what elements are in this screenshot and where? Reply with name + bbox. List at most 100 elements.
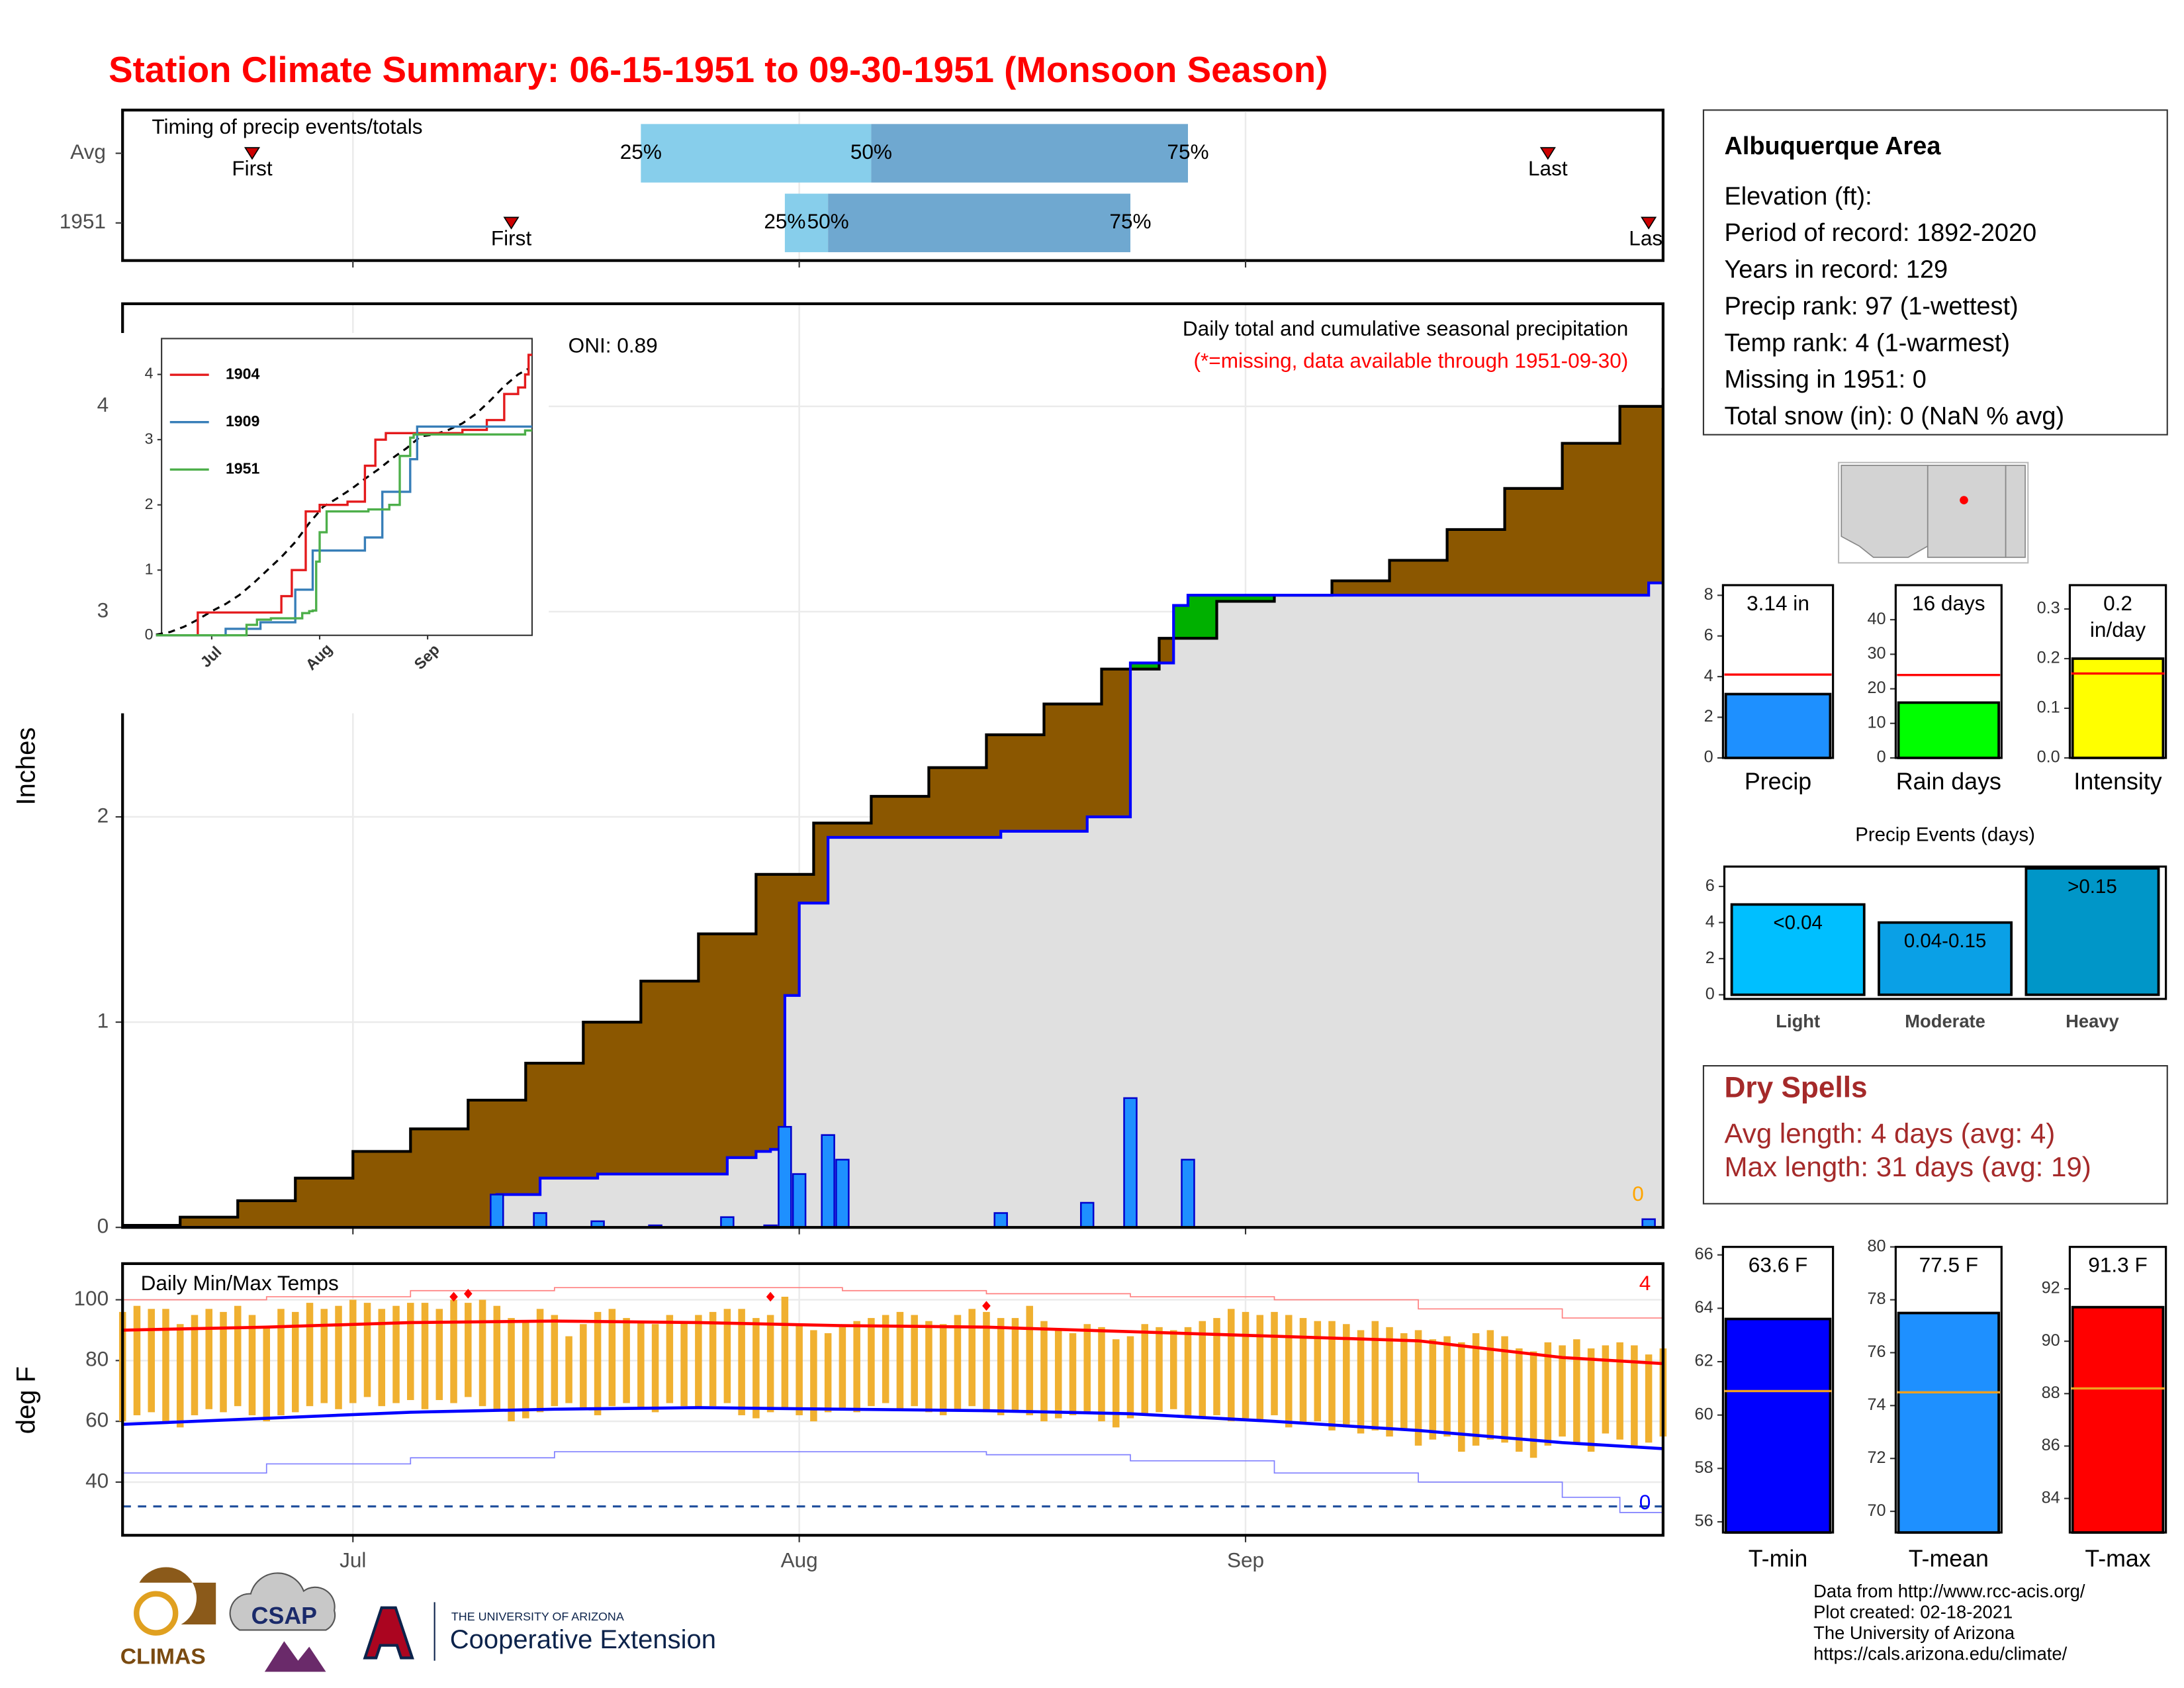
- freeze-count: 0: [1639, 1490, 1651, 1514]
- record-max-line: [122, 1287, 1664, 1327]
- category-label: T-min: [1749, 1546, 1807, 1572]
- y-tick-label: 86: [2042, 1436, 2060, 1454]
- temp-range-bar: [1026, 1305, 1033, 1415]
- info-line: Period of record: 1892-2020: [1724, 219, 2036, 247]
- quantile-label: 75%: [1109, 209, 1151, 233]
- y-tick-label: 2: [1704, 707, 1713, 726]
- y-tick-label: 40: [85, 1468, 109, 1492]
- average-line: [156, 367, 529, 636]
- temp-range-bar: [1371, 1321, 1379, 1430]
- inset-frame: [161, 338, 533, 636]
- event-marker: [244, 147, 261, 160]
- y-tick-label: 0.1: [2037, 698, 2060, 717]
- temp-range-bar: [1184, 1327, 1192, 1415]
- category-label: Heavy: [2066, 1011, 2119, 1031]
- logo-text: CLIMAS: [120, 1644, 206, 1669]
- quantile-label: 75%: [1167, 140, 1208, 164]
- y-tick-label: 70: [1868, 1501, 1886, 1520]
- y-tick-label: 20: [1868, 679, 1886, 697]
- event-label: Last: [1528, 156, 1568, 180]
- category-label: Intensity: [2073, 768, 2161, 794]
- y-tick-label: 72: [1868, 1448, 1886, 1467]
- temp-range-bar: [1529, 1351, 1537, 1458]
- temp-range-bar: [882, 1315, 889, 1403]
- y-tick-label: 6: [1706, 876, 1715, 895]
- logo-shape: [363, 1606, 414, 1660]
- panel-frame: [1721, 1246, 1835, 1534]
- avg-max-line: [122, 1319, 1664, 1366]
- temp-range-bar: [1213, 1318, 1220, 1415]
- temp-range-bar: [220, 1311, 227, 1413]
- quantile-label: 25%: [764, 209, 805, 233]
- panel-frame: [2068, 584, 2167, 759]
- bar: [1897, 701, 2000, 759]
- record-count: 4: [1639, 1271, 1651, 1295]
- x-tick-label: Sep: [1227, 1548, 1264, 1572]
- bar: [1730, 903, 1866, 996]
- temp-range-bar: [378, 1309, 386, 1407]
- temp-range-bar: [1271, 1311, 1278, 1415]
- temp-layers: [118, 1287, 1667, 1513]
- category-label: Precip: [1745, 768, 1811, 794]
- temp-range-bar: [1040, 1321, 1048, 1422]
- temp-range-bar: [608, 1309, 616, 1407]
- average-line: [122, 387, 1663, 1227]
- temp-range-bar: [493, 1305, 501, 1409]
- daily-precip-bar: [778, 1125, 792, 1228]
- y-tick-label: 84: [2042, 1488, 2060, 1507]
- temp-range-bar: [1400, 1333, 1408, 1430]
- value-label-box: 16 days: [1912, 592, 1985, 616]
- temp-range-bar: [1516, 1348, 1523, 1452]
- info-lines: Elevation (ft): Period of record: 1892-20…: [1724, 183, 2064, 430]
- value-label: 63.6 F: [1748, 1254, 1808, 1278]
- logo-shape: [229, 1572, 336, 1631]
- temp-range-bar: [551, 1315, 559, 1407]
- temp-range-bar: [738, 1309, 745, 1415]
- logo-shape: [264, 1641, 326, 1672]
- panel-frame: [1894, 1246, 2003, 1534]
- y-tick-label: 4: [1704, 667, 1713, 685]
- value-label: 16 days: [1912, 592, 1985, 616]
- temp-range-bar: [478, 1299, 486, 1407]
- y-tick-label: 0: [97, 1214, 109, 1238]
- temp-range-bar: [1126, 1336, 1134, 1419]
- station-name: Albuquerque Area: [1724, 132, 1941, 160]
- daily-precip-bar: [533, 1212, 547, 1228]
- avg-min-line: [122, 1406, 1664, 1450]
- y-tick-label: 60: [1695, 1405, 1713, 1423]
- quantile-label: 50%: [850, 140, 892, 164]
- y-tick-label: 76: [1868, 1342, 1886, 1361]
- y-tick-label: 92: [2042, 1279, 2060, 1297]
- temp-range-bar: [723, 1309, 731, 1403]
- event-label: First: [232, 156, 273, 180]
- daily-precip-bar: [1181, 1158, 1195, 1228]
- series-line: [156, 353, 532, 637]
- temp-range-bar: [1631, 1345, 1638, 1446]
- record-marker: [766, 1291, 775, 1302]
- legend-label: 1904: [226, 365, 260, 382]
- bar: [1724, 692, 1832, 759]
- legend-label: 1909: [226, 412, 260, 430]
- y-tick-label: 74: [1868, 1395, 1886, 1414]
- panel-subtitle: (*=missing, data available through 1951-…: [1194, 349, 1629, 373]
- daily-precip-bar: [1641, 1218, 1656, 1228]
- observed-line: [122, 581, 1663, 1228]
- temp-range-bar: [695, 1315, 702, 1409]
- daily-precip-bar: [1123, 1097, 1138, 1228]
- temp-range-bar: [1256, 1315, 1264, 1422]
- temp-range-bar: [291, 1311, 299, 1413]
- temp-range-bar: [421, 1303, 429, 1409]
- info-line: Years in record: 129: [1724, 256, 1948, 284]
- series-line: [156, 429, 532, 637]
- temp-range-bar: [435, 1309, 443, 1401]
- y-tick-label: 60: [85, 1407, 109, 1431]
- y-tick-label: 1: [145, 560, 154, 577]
- temp-range-bar: [536, 1309, 544, 1413]
- event-marker: [1539, 147, 1556, 160]
- temp-range-bar: [1054, 1330, 1062, 1419]
- y-tick-label: 10: [1868, 713, 1886, 731]
- temp-range-bar: [709, 1311, 717, 1407]
- value-label: 91.3 F: [2088, 1254, 2148, 1278]
- bar: [1878, 921, 2013, 996]
- temp-range-bar: [205, 1309, 212, 1409]
